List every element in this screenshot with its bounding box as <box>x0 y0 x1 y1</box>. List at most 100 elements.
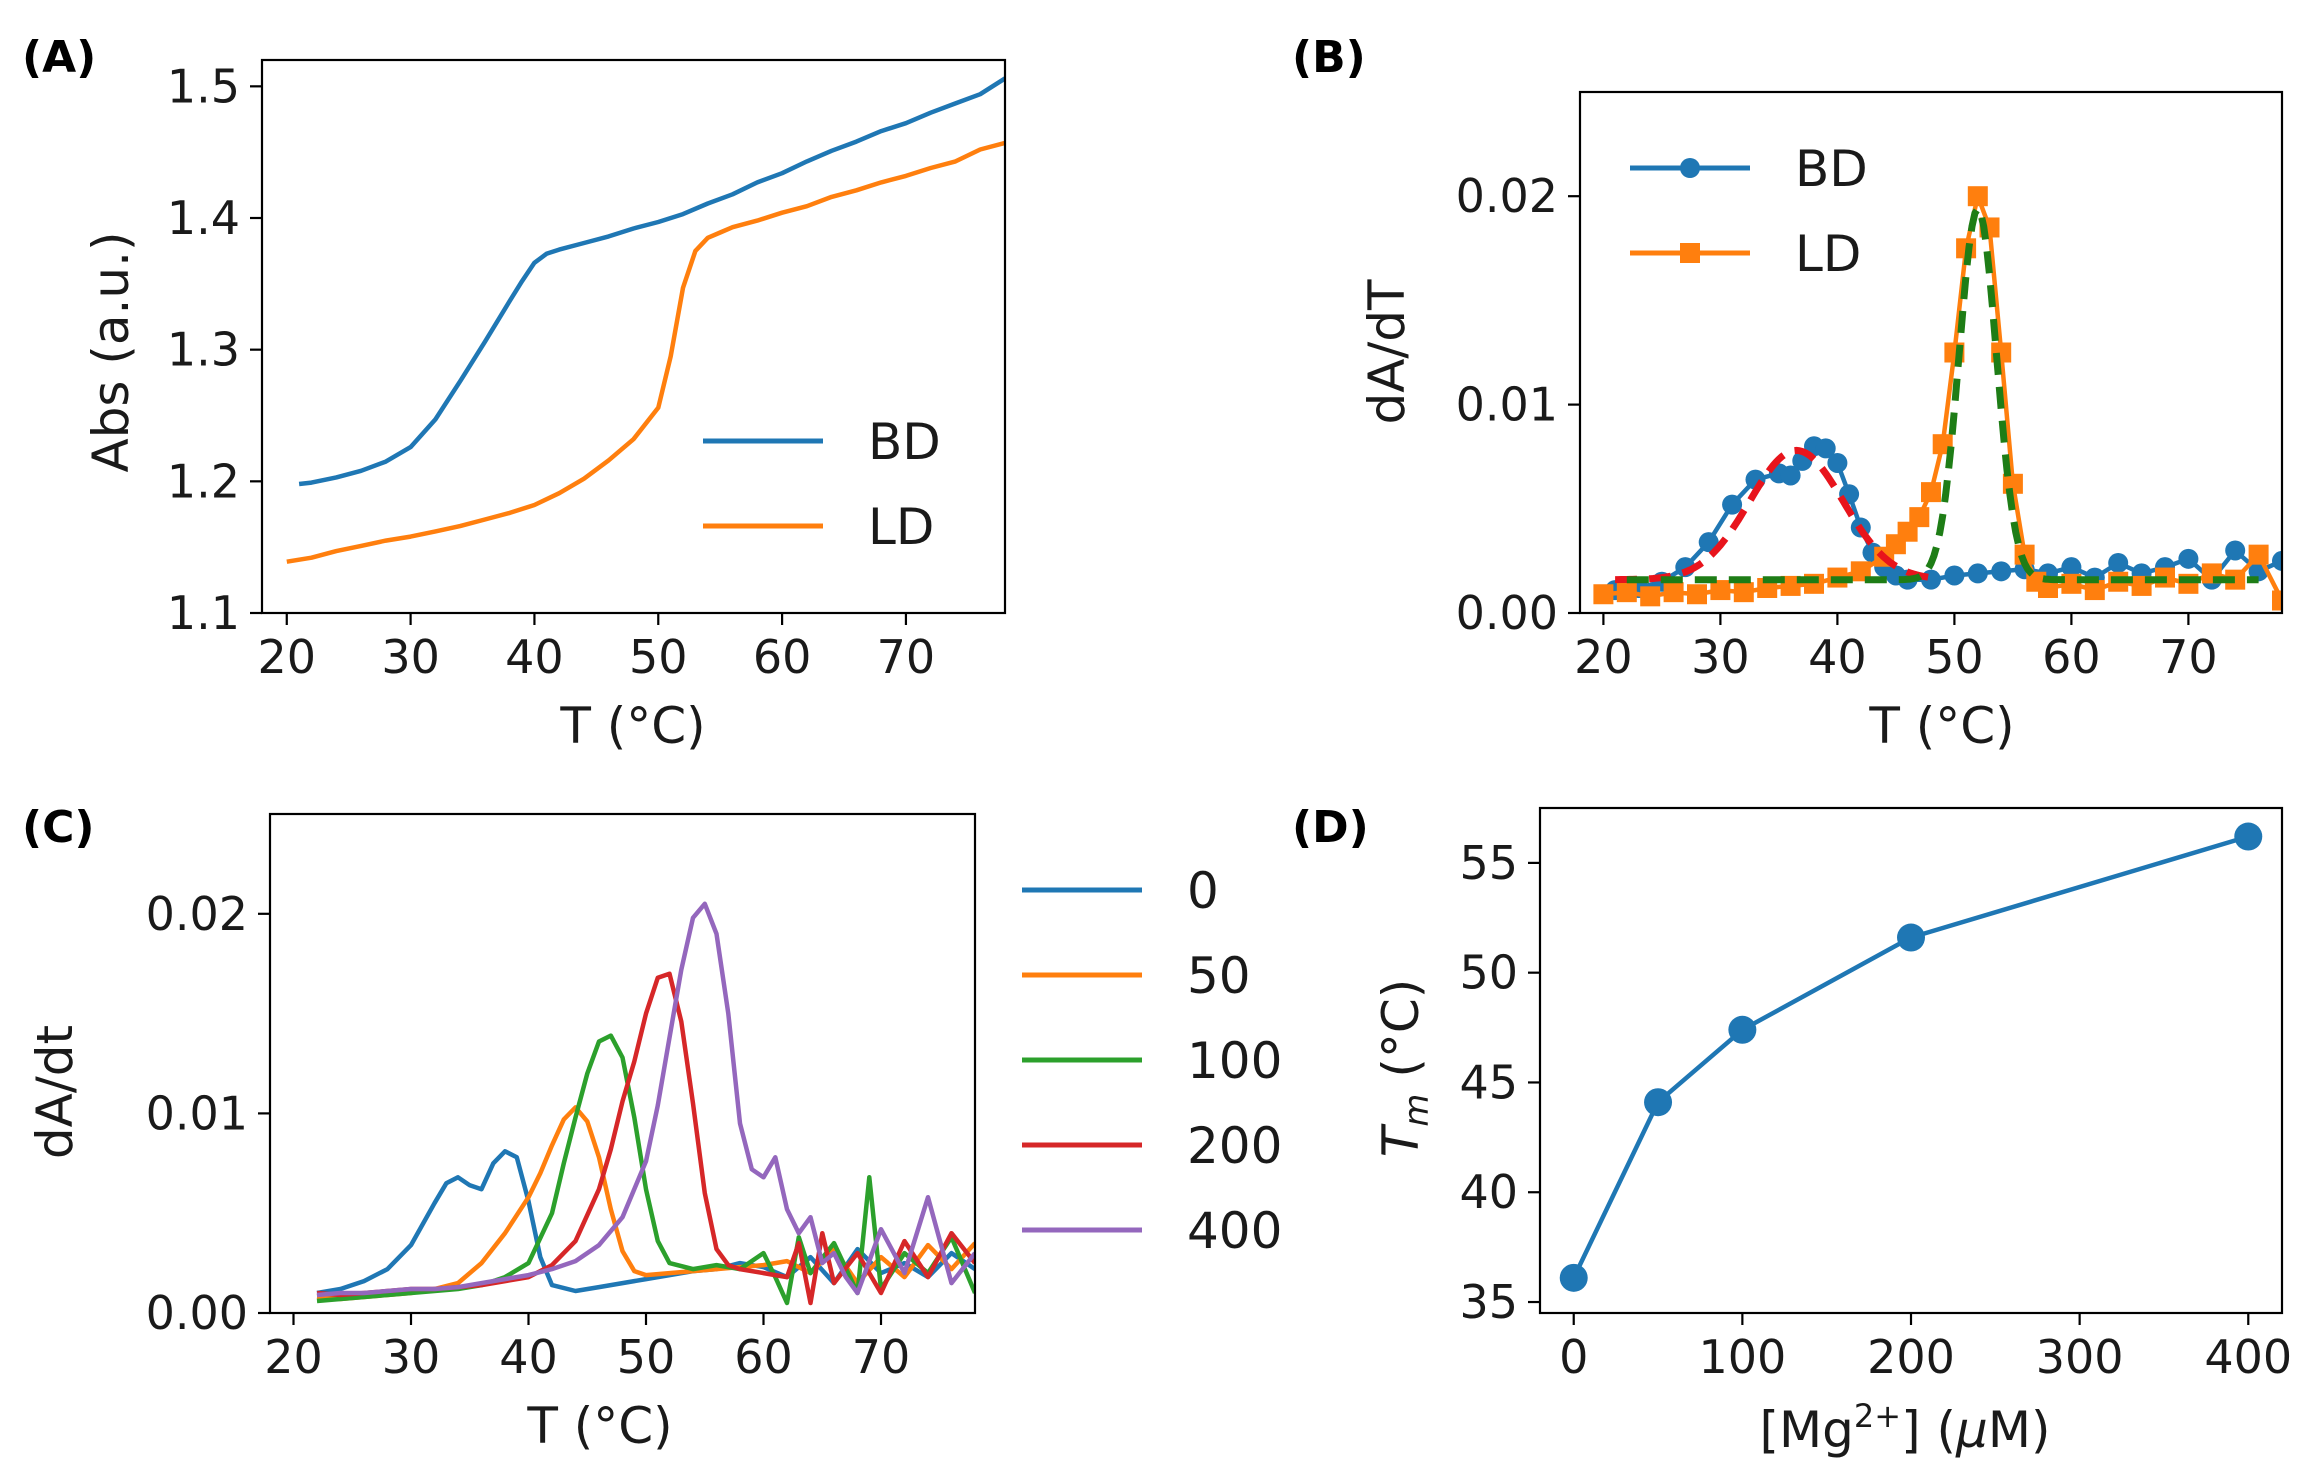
y-tick-label: 35 <box>1459 1275 1518 1329</box>
legend-label-100: 100 <box>1187 1032 1282 1090</box>
panel-a: 20 30 40 50 60 70 1.1 1.2 1.3 1.4 1.5 BD LD T (°C)… <box>82 58 1007 755</box>
data-point <box>1644 1088 1673 1117</box>
data-point <box>1698 532 1719 553</box>
data-point <box>2234 822 2263 851</box>
panel-label-b: (B) <box>1292 32 1366 83</box>
data-point <box>1897 923 1925 952</box>
data-point <box>1815 438 1836 459</box>
x-tick-label: 40 <box>499 1330 558 1384</box>
y-tick-label: 1.1 <box>167 586 240 640</box>
data-point <box>1780 575 1801 596</box>
x-tick-label: 200 <box>1867 1330 1955 1384</box>
x-tick-label: 50 <box>629 630 688 684</box>
y-tick-label: 1.5 <box>167 59 240 113</box>
data-point <box>1967 186 1988 207</box>
panel-label-c: (C) <box>22 802 95 853</box>
x-tick-label: 60 <box>753 630 812 684</box>
data-point <box>1827 452 1848 473</box>
data-point <box>1780 465 1801 486</box>
plot-area <box>1593 186 2282 611</box>
panel-a-ylabel: Abs (a.u.) <box>82 231 140 472</box>
data-point <box>2225 569 2246 590</box>
y-tick-label: 50 <box>1459 946 1518 1000</box>
legend-label-400: 400 <box>1187 1202 1282 1260</box>
x-tick-label: 100 <box>1698 1330 1786 1384</box>
axes-frame <box>1578 90 2284 615</box>
panel-d-plot: 0 100 200 300 400 35 40 45 50 55 <box>1459 806 2292 1384</box>
data-point <box>2272 550 2282 571</box>
x-tick-label: 20 <box>257 630 316 684</box>
panel-c-plot: 20 30 40 50 60 70 0.00 0.01 0.02 <box>146 812 977 1384</box>
legend-label-0: 0 <box>1187 862 1219 920</box>
data-point <box>2061 557 2082 578</box>
panel-a-plot: 20 30 40 50 60 70 1.1 1.2 1.3 1.4 1.5 <box>167 58 1007 684</box>
plot-area <box>316 901 975 1306</box>
panel-c-ylabel: dA/dt <box>26 1025 84 1159</box>
x-tick-label: 30 <box>1691 630 1750 684</box>
legend-marker-bd <box>1680 158 1700 178</box>
series-line-bd-fit <box>1614 446 1932 584</box>
panel-b-xlabel: T (°C) <box>1868 697 2014 755</box>
y-tick-label: 1.4 <box>167 191 240 245</box>
x-tick-label: 20 <box>1574 630 1633 684</box>
series-line-bd <box>298 76 1005 487</box>
data-point <box>1559 1263 1588 1292</box>
series-line-100 <box>316 1033 975 1306</box>
legend-label-200: 200 <box>1187 1117 1282 1175</box>
x-tick-label: 60 <box>2042 630 2101 684</box>
data-point <box>1909 507 1930 528</box>
plot-area <box>1559 822 2263 1292</box>
x-tick-label: 400 <box>2204 1330 2292 1384</box>
y-tick-label: 1.3 <box>167 323 240 377</box>
x-tick-label: 70 <box>877 630 936 684</box>
y-tick-label: 0.02 <box>146 887 248 941</box>
x-tick-label: 300 <box>2036 1330 2124 1384</box>
series-line-400 <box>316 901 975 1298</box>
data-point <box>1710 580 1731 601</box>
series-line-ld-fit <box>1626 205 2260 584</box>
panel-d-xlabel: [Mg2+] (μM) <box>1760 1397 2051 1459</box>
x-tick-label: 0 <box>1559 1330 1588 1384</box>
x-tick-label: 30 <box>382 1330 441 1384</box>
panel-a-xlabel: T (°C) <box>559 697 705 755</box>
x-tick-label: 40 <box>1808 630 1867 684</box>
data-point <box>1944 565 1965 586</box>
panel-a-legend: BD LD <box>703 413 941 556</box>
data-point <box>2108 552 2129 573</box>
data-point <box>1967 563 1988 584</box>
axes-frame <box>1538 806 2284 1315</box>
data-point <box>1728 1015 1757 1044</box>
panel-d: 0 100 200 300 400 35 40 45 50 55 [Mg2+] (μM) Tm (… <box>1372 806 2292 1459</box>
x-tick-label: 40 <box>505 630 564 684</box>
axes-frame <box>268 812 977 1315</box>
y-tick-label: 45 <box>1459 1055 1518 1109</box>
legend-label-bd: BD <box>868 413 941 471</box>
x-tick-label: 50 <box>617 1330 676 1384</box>
plot-area <box>286 76 1005 564</box>
y-tick-label: 1.2 <box>167 454 240 508</box>
data-point <box>1991 561 2012 582</box>
data-point <box>2272 590 2282 611</box>
panel-b-ylabel: dA/dT <box>1358 279 1416 425</box>
panel-b-legend: BD LD <box>1630 140 1868 283</box>
x-tick-label: 50 <box>1925 630 1984 684</box>
y-tick-label: 0.00 <box>1456 586 1558 640</box>
panel-c-legend: 0 50 100 200 400 <box>1022 862 1282 1260</box>
data-point <box>1733 582 1754 603</box>
data-point <box>2061 573 2082 594</box>
y-tick-label: 40 <box>1459 1165 1518 1219</box>
data-point <box>1640 586 1661 607</box>
panel-b-plot: 20 30 40 50 60 70 0.00 0.01 0.02 <box>1456 90 2284 684</box>
panel-label-a: (A) <box>22 32 96 83</box>
series-line-tm <box>1571 834 2249 1279</box>
panel-label-d: (D) <box>1292 802 1369 853</box>
data-point <box>2225 540 2246 561</box>
y-tick-label: 55 <box>1459 836 1518 890</box>
data-point <box>2248 544 2269 565</box>
series-line-ld <box>286 140 1005 564</box>
panel-c: 20 30 40 50 60 70 0.00 0.01 0.02 0 50 100 200 40… <box>26 812 1282 1455</box>
y-tick-label: 0.01 <box>146 1086 248 1140</box>
legend-label-ld: LD <box>868 498 934 556</box>
x-tick-label: 30 <box>381 630 440 684</box>
